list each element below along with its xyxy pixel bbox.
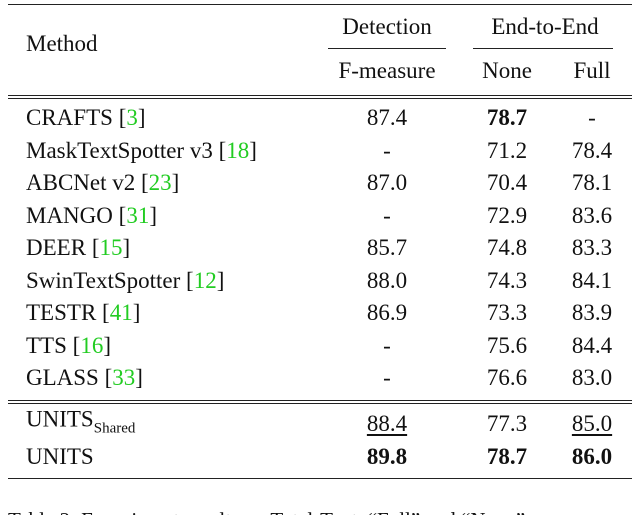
bottom-rule: [8, 478, 632, 479]
value-cell: 89.8: [366, 444, 408, 469]
value-cell: 75.6: [486, 332, 528, 358]
group-separator: [8, 400, 632, 401]
citation: [18]: [218, 137, 257, 163]
value-cell: 74.8: [486, 235, 528, 260]
method-name: GLASS: [26, 365, 99, 390]
value-cell: 84.4: [571, 332, 613, 358]
caption: Table 2: Experiment results on Total-Tex…: [8, 506, 525, 515]
citation: [41]: [102, 300, 141, 325]
header-full: Full: [573, 58, 611, 83]
method-cell: CRAFTS [3]: [26, 104, 146, 132]
method-cell: TESTR [41]: [26, 299, 140, 327]
value-cell: 84.1: [571, 267, 613, 293]
value-cell: -: [588, 105, 596, 130]
method-name: MANGO: [26, 202, 113, 228]
method-name: SwinTextSpotter: [26, 267, 181, 293]
value-cell: 83.9: [571, 300, 613, 325]
value-cell: 74.3: [486, 267, 528, 293]
header-end-to-end: End-to-End: [491, 14, 599, 39]
value-cell: 78.7: [486, 444, 528, 469]
value-cell: 73.3: [486, 300, 528, 325]
header-none: None: [482, 58, 532, 83]
method-cell: DEER [15]: [26, 234, 130, 262]
method-cell: MANGO [31]: [26, 202, 157, 230]
value-cell: 83.3: [571, 235, 613, 260]
method-cell: SwinTextSpotter [12]: [26, 267, 224, 295]
citation: [23]: [141, 170, 180, 195]
citation: [12]: [186, 267, 225, 293]
method-cell: UNITS: [26, 443, 94, 471]
citation: [33]: [104, 365, 143, 390]
value-cell: 78.7: [486, 105, 528, 130]
header-f-measure: F-measure: [338, 58, 436, 83]
value-cell: -: [383, 332, 391, 358]
method-name: ABCNet v2: [26, 170, 136, 195]
value-cell: 83.0: [571, 365, 613, 390]
header-rule: [8, 98, 632, 99]
value-cell: -: [383, 137, 391, 163]
group-rule: [328, 48, 446, 49]
value-cell: 71.2: [486, 137, 528, 163]
header-method: Method: [26, 31, 98, 56]
value-cell: 83.6: [571, 202, 613, 228]
method-name: TTS: [26, 332, 67, 358]
method-name: DEER: [26, 235, 87, 260]
group-separator: [8, 403, 632, 404]
value-cell: 86.0: [571, 444, 613, 469]
group-rule: [473, 48, 613, 49]
value-cell: 88.4: [366, 411, 408, 436]
citation: [16]: [72, 332, 111, 358]
value-cell: 78.1: [571, 170, 613, 195]
method-cell: TTS [16]: [26, 332, 111, 360]
value-cell: -: [383, 202, 391, 228]
method-name: MaskTextSpotter v3: [26, 137, 213, 163]
value-cell: -: [383, 365, 391, 390]
value-cell: 85.0: [571, 411, 613, 436]
value-cell: 78.4: [571, 137, 613, 163]
top-rule: [8, 4, 632, 5]
method-cell: GLASS [33]: [26, 364, 143, 392]
value-cell: 85.7: [366, 235, 408, 260]
method-cell: MaskTextSpotter v3 [18]: [26, 137, 257, 165]
method-name: CRAFTS: [26, 105, 113, 130]
value-cell: 72.9: [486, 202, 528, 228]
method-subscript: Shared: [93, 420, 136, 437]
citation: [3]: [118, 105, 146, 130]
value-cell: 76.6: [486, 365, 528, 390]
value-cell: 87.4: [366, 105, 408, 130]
value-cell: 88.0: [366, 267, 408, 293]
citation: [15]: [91, 235, 131, 260]
method-name: UNITS: [26, 406, 94, 432]
header-rule: [8, 95, 632, 96]
value-cell: 77.3: [486, 411, 528, 436]
method-name: TESTR: [26, 300, 97, 325]
value-cell: 70.4: [486, 170, 528, 195]
method-cell: UNITSShared: [26, 406, 135, 443]
citation: [31]: [118, 202, 157, 228]
method-name: UNITS: [26, 444, 94, 469]
header-detection: Detection: [342, 14, 432, 39]
value-cell: 86.9: [366, 300, 408, 325]
method-cell: ABCNet v2 [23]: [26, 169, 179, 197]
value-cell: 87.0: [366, 170, 408, 195]
